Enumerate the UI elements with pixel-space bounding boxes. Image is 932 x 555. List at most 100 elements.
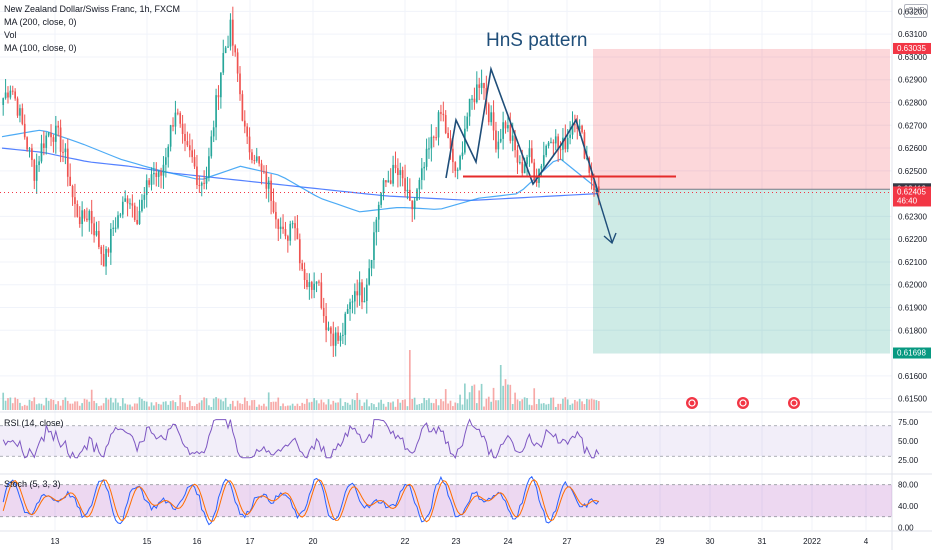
candle-body xyxy=(303,269,306,280)
candle-body xyxy=(35,165,38,181)
candle-body xyxy=(220,72,222,98)
candle-body xyxy=(375,219,378,233)
rsi-pane[interactable]: 75.00 50.00 25.00 xyxy=(0,411,932,465)
stoch-tick-label: 80.00 xyxy=(898,481,919,490)
time-tick-label: 13 xyxy=(51,537,60,546)
candle-body xyxy=(210,136,213,157)
volume-bar xyxy=(397,399,399,410)
event-markers[interactable] xyxy=(686,397,800,409)
candle-body xyxy=(52,137,55,142)
volume-bar xyxy=(423,397,426,410)
candle-body xyxy=(227,46,229,48)
volume-bar xyxy=(188,400,191,410)
candle-body xyxy=(456,169,459,171)
candle-body xyxy=(267,180,270,189)
volume-bar xyxy=(320,399,323,410)
candle-body xyxy=(557,136,559,150)
currency-badge[interactable]: CHF xyxy=(904,4,928,18)
ma200-legend[interactable]: MA (200, close, 0) xyxy=(4,17,77,27)
candle-body xyxy=(62,151,64,153)
pattern-annotation[interactable]: HnS pattern xyxy=(486,30,588,51)
candle-body xyxy=(480,83,483,88)
stoch-pane[interactable]: 80.00 40.00 0.00 xyxy=(0,473,932,532)
volume-bar xyxy=(310,401,313,410)
candle-body xyxy=(284,229,287,237)
candle-body xyxy=(550,141,552,143)
volume-bar xyxy=(255,406,258,410)
volume-bar xyxy=(81,403,83,410)
candle-body xyxy=(342,334,344,336)
volume-bar xyxy=(284,406,287,410)
candle-body xyxy=(9,90,12,98)
candle-body xyxy=(95,230,98,236)
candle-body xyxy=(449,138,452,149)
rsi-tick-label: 25.00 xyxy=(898,456,919,465)
volume-bar xyxy=(590,398,593,410)
volume-bar xyxy=(212,398,215,410)
candle-body xyxy=(454,162,457,171)
volume-bar xyxy=(38,403,40,410)
time-axis[interactable]: 13 15 16 17 20 22 23 24 27 29 30 31 2022 4 xyxy=(0,530,932,546)
volume-bar xyxy=(76,401,79,410)
candle-body xyxy=(428,148,430,150)
rsi-label[interactable]: RSI (14, close) xyxy=(4,418,64,428)
candle-body xyxy=(349,302,351,310)
volume-bar xyxy=(243,397,246,410)
candle-body xyxy=(107,248,110,253)
candle-body xyxy=(251,152,253,161)
volume-bar xyxy=(420,403,423,410)
volume-bar xyxy=(365,399,368,410)
price-axis[interactable]: 0.63200 0.63100 0.63000 0.62900 0.62800 0.627… xyxy=(891,0,931,550)
symbol-title[interactable]: New Zealand Dollar/Swiss Franc, 1h, FXCM xyxy=(4,4,181,14)
volume-bar xyxy=(7,398,9,410)
volume-bar xyxy=(449,400,452,410)
volume-bar xyxy=(507,384,509,410)
volume-bar xyxy=(100,405,103,410)
candle-body xyxy=(136,219,138,224)
volume-bar xyxy=(86,399,88,410)
candle-body xyxy=(243,120,246,127)
volume-legend[interactable]: Vol xyxy=(4,30,17,40)
volume-bar xyxy=(248,405,251,410)
candle-body xyxy=(346,309,349,314)
candle-body xyxy=(499,138,502,142)
economic-event-icon xyxy=(788,397,800,409)
volume-bar xyxy=(332,400,335,410)
volume-bar xyxy=(69,403,72,410)
stoch-label[interactable]: Stoch (5, 3, 3) xyxy=(4,479,61,489)
volume-bar xyxy=(203,397,205,410)
candle-body xyxy=(260,163,263,172)
time-tick-label: 22 xyxy=(401,537,410,546)
candle-body xyxy=(174,112,177,127)
candle-body xyxy=(112,227,115,229)
volume-bar xyxy=(569,404,571,410)
volume-bar xyxy=(540,403,543,410)
stoch-d-line xyxy=(2,479,600,523)
candle-body xyxy=(150,174,153,185)
price-badge-label: 0.62405 xyxy=(897,187,926,196)
volume-bar xyxy=(227,406,229,410)
candles[interactable] xyxy=(2,6,600,357)
volume-bar xyxy=(552,397,555,410)
volume-bar xyxy=(349,404,351,410)
volume-bar xyxy=(497,400,500,410)
drawings[interactable] xyxy=(0,65,892,245)
volume-bar xyxy=(35,404,38,410)
candle-body xyxy=(279,226,282,229)
position-zones[interactable] xyxy=(593,48,890,354)
volume-bar xyxy=(358,399,361,410)
volume-bar xyxy=(294,405,296,410)
stoch-band xyxy=(0,484,892,517)
candle-body xyxy=(169,125,172,147)
candle-body xyxy=(121,201,124,215)
candle-body xyxy=(397,168,399,175)
volume-bar xyxy=(502,385,504,410)
volume-bar xyxy=(401,399,404,410)
volume-bar xyxy=(112,402,115,410)
candle-body xyxy=(298,239,301,264)
candle-body xyxy=(145,180,148,195)
volume-bar xyxy=(62,399,64,410)
ma100-legend[interactable]: MA (100, close, 0) xyxy=(4,43,77,53)
